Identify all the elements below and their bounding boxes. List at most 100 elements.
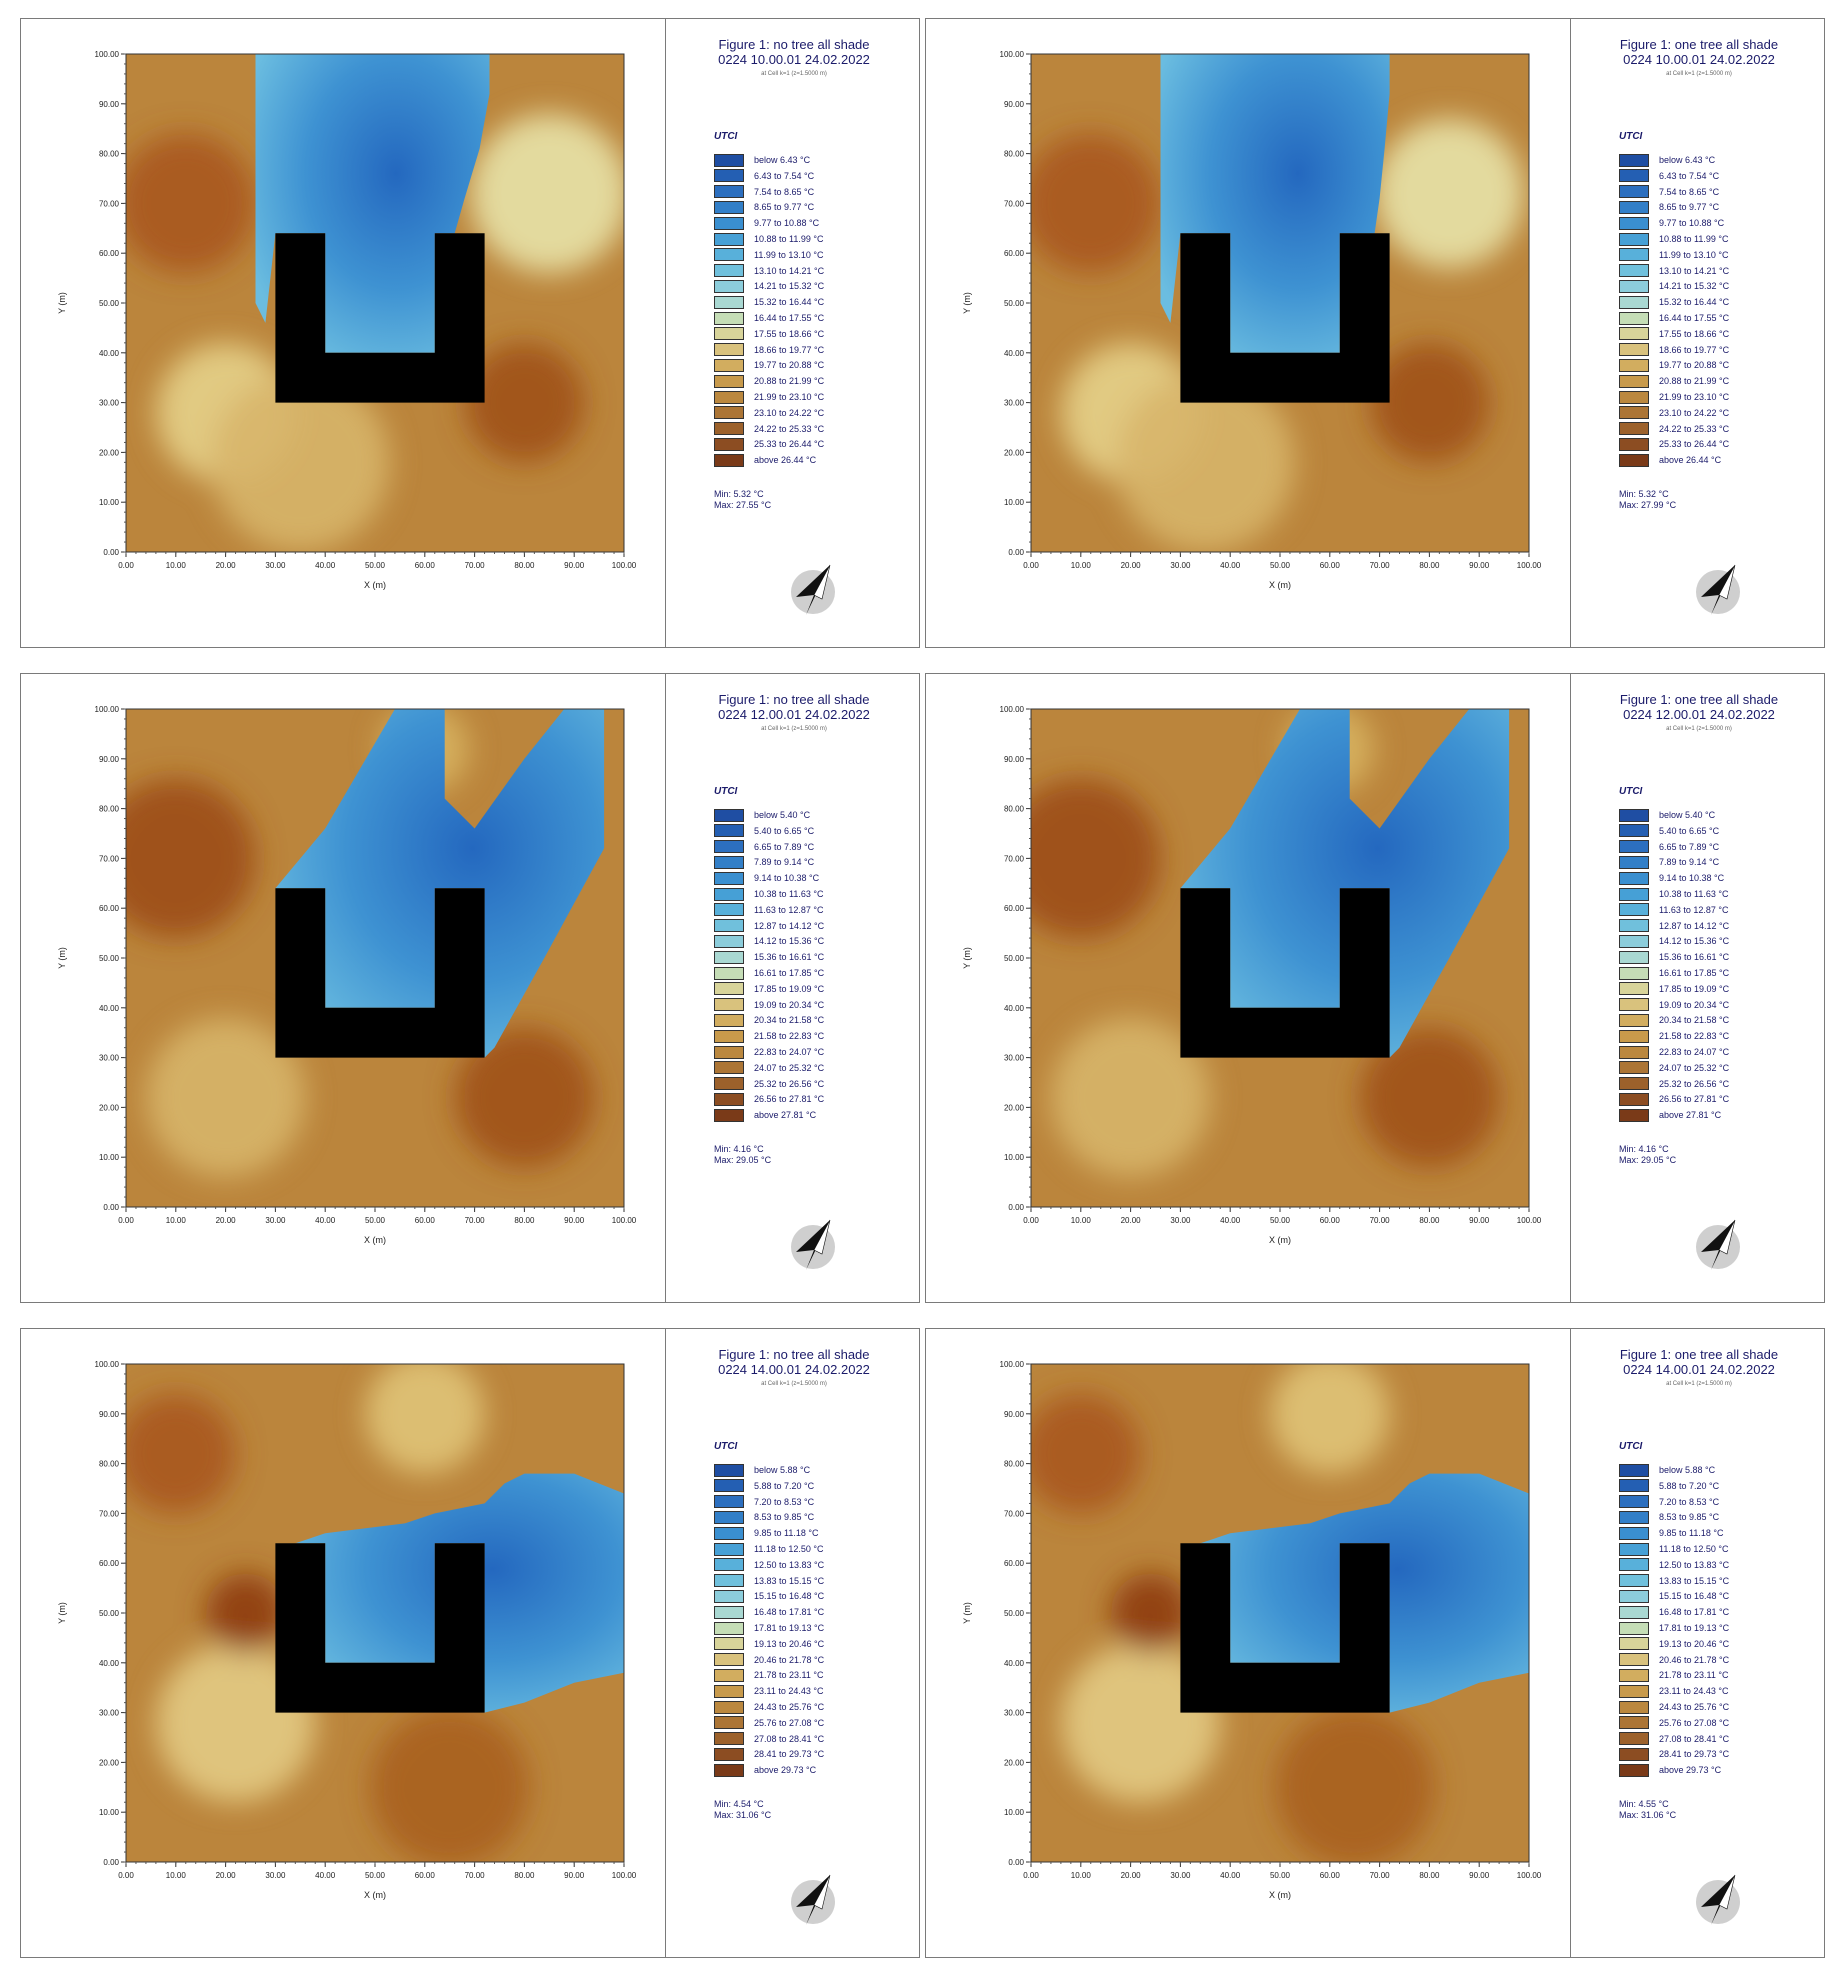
legend-swatch [1619, 871, 1649, 885]
legend-swatch [714, 437, 744, 451]
legend-entry: below 5.88 °C [1619, 1463, 1715, 1477]
y-tick-label: 10.00 [99, 498, 120, 507]
legend-swatch [714, 1747, 744, 1761]
legend-entry: 17.55 to 18.66 °C [1619, 327, 1729, 341]
legend-label: 22.83 to 24.07 °C [754, 1047, 825, 1057]
min-value: Min: 4.55 °C [1619, 1799, 1669, 1809]
legend-entry: 14.12 to 15.36 °C [714, 934, 824, 948]
legend-panel: Figure 1: one tree all shade 0224 12.00.0… [1570, 674, 1827, 1302]
x-tick-label: 10.00 [1071, 1871, 1092, 1880]
y-axis-title: Y (m) [962, 1602, 972, 1624]
legend-swatch [714, 1700, 744, 1714]
y-tick-label: 0.00 [1008, 1858, 1024, 1867]
legend-swatch [714, 998, 744, 1012]
legend-swatch [1619, 185, 1649, 199]
legend-swatch [1619, 1747, 1649, 1761]
thermal-zone [1115, 372, 1295, 552]
legend-label: 7.89 to 9.14 °C [1659, 857, 1720, 868]
legend-swatch [1619, 327, 1649, 341]
legend-swatch [714, 840, 744, 854]
y-tick-label: 40.00 [99, 349, 120, 358]
legend-label: 24.22 to 25.33 °C [754, 423, 825, 434]
legend-entry: 24.07 to 25.32 °C [714, 1061, 824, 1075]
legend-swatch [714, 1013, 744, 1027]
legend-swatch [714, 855, 744, 869]
legend-swatch [714, 808, 744, 822]
legend-label: 16.44 to 17.55 °C [1659, 313, 1730, 323]
legend-swatch [1619, 406, 1649, 420]
y-tick-label: 30.00 [99, 1709, 120, 1718]
y-tick-label: 40.00 [99, 1004, 120, 1013]
legend-label: 11.63 to 12.87 °C [1659, 904, 1729, 915]
legend-entry: 19.77 to 20.88 °C [714, 358, 824, 372]
legend-swatch [1619, 1463, 1649, 1477]
legend-label: 24.43 to 25.76 °C [754, 1702, 825, 1712]
legend-panel: Figure 1: one tree all shade 0224 10.00.0… [1570, 19, 1827, 647]
legend-label: 16.61 to 17.85 °C [754, 968, 825, 978]
thermal-zone [205, 1573, 286, 1653]
x-tick-label: 10.00 [1071, 561, 1092, 570]
y-tick-label: 100.00 [95, 705, 120, 714]
legend-label: 11.99 to 13.10 °C [1659, 249, 1729, 260]
legend-entry: 16.44 to 17.55 °C [714, 311, 824, 325]
legend-label: 24.43 to 25.76 °C [1659, 1702, 1730, 1712]
legend-entry: 27.08 to 28.41 °C [714, 1732, 824, 1746]
legend-swatch [714, 1542, 744, 1556]
legend-entry: 25.76 to 27.08 °C [714, 1716, 824, 1730]
legend-swatch [714, 1653, 744, 1667]
legend-swatch [714, 1045, 744, 1059]
chart-timestamp: 0224 12.00.01 24.02.2022 [718, 707, 870, 722]
legend-label: 26.56 to 27.81 °C [754, 1094, 825, 1105]
legend-label: 10.88 to 11.99 °C [754, 234, 824, 244]
legend-label: 6.43 to 7.54 °C [1659, 170, 1720, 181]
legend-label: 11.18 to 12.50 °C [754, 1544, 824, 1554]
legend-label: 5.40 to 6.65 °C [1659, 825, 1720, 836]
legend-entry: 12.50 to 13.83 °C [1619, 1558, 1729, 1572]
shade-region [1160, 54, 1390, 353]
legend-swatch [1619, 1605, 1649, 1619]
legend-label: 14.21 to 15.32 °C [754, 281, 825, 292]
x-tick-label: 60.00 [1320, 1216, 1341, 1225]
legend-entry: 5.40 to 6.65 °C [714, 824, 814, 838]
y-tick-label: 80.00 [1004, 1460, 1025, 1469]
legend-entry: 24.43 to 25.76 °C [1619, 1700, 1729, 1714]
chart-panel: 0.00 0.00 10.00 10.00 20.00 20.00 30.00 30.00 40… [20, 673, 920, 1303]
x-tick-label: 40.00 [1220, 1216, 1241, 1225]
legend-entry: 21.78 to 23.11 °C [1619, 1668, 1728, 1682]
legend-swatch [1619, 264, 1649, 278]
shade-region [255, 54, 490, 353]
legend-swatch [714, 390, 744, 404]
thermal-zone [1369, 342, 1490, 463]
legend-swatch [714, 374, 744, 388]
legend-entry: below 5.40 °C [1619, 808, 1715, 822]
legend-entry: below 5.40 °C [714, 808, 810, 822]
legend-entry: 6.43 to 7.54 °C [1619, 169, 1719, 183]
chart-timestamp: 0224 10.00.01 24.02.2022 [1623, 52, 1775, 67]
y-tick-label: 20.00 [1004, 1758, 1025, 1767]
legend-swatch [714, 1077, 744, 1091]
legend-entry: 12.87 to 14.12 °C [714, 919, 824, 933]
legend-label: 18.66 to 19.77 °C [754, 344, 825, 355]
y-tick-label: 70.00 [1004, 854, 1025, 863]
x-tick-label: 100.00 [1517, 1871, 1542, 1880]
legend-swatch [1619, 1045, 1649, 1059]
legend-label: 25.76 to 27.08 °C [1659, 1717, 1730, 1728]
legend-label: 21.78 to 23.11 °C [1659, 1670, 1729, 1681]
legend-label: 17.55 to 18.66 °C [754, 328, 825, 339]
shade-region [275, 709, 605, 1058]
y-tick-label: 50.00 [99, 299, 120, 308]
legend-swatch [714, 264, 744, 278]
legend-swatch [1619, 453, 1649, 467]
legend-swatch [714, 871, 744, 885]
legend-label: 8.53 to 9.85 °C [754, 1512, 815, 1523]
legend-label: 15.32 to 16.44 °C [1659, 297, 1730, 308]
legend-entry: 9.14 to 10.38 °C [1619, 871, 1724, 885]
legend-title: UTCI [1619, 1441, 1643, 1452]
legend-swatch [714, 1558, 744, 1572]
min-max-values: Min: 4.55 °C Max: 31.06 °C [1619, 1799, 1676, 1821]
legend-entry: 23.11 to 24.43 °C [714, 1684, 823, 1698]
y-tick-label: 80.00 [99, 1460, 120, 1469]
x-tick-label: 70.00 [465, 1216, 486, 1225]
y-tick-label: 60.00 [99, 904, 120, 913]
min-max-values: Min: 4.16 °C Max: 29.05 °C [714, 1144, 771, 1166]
